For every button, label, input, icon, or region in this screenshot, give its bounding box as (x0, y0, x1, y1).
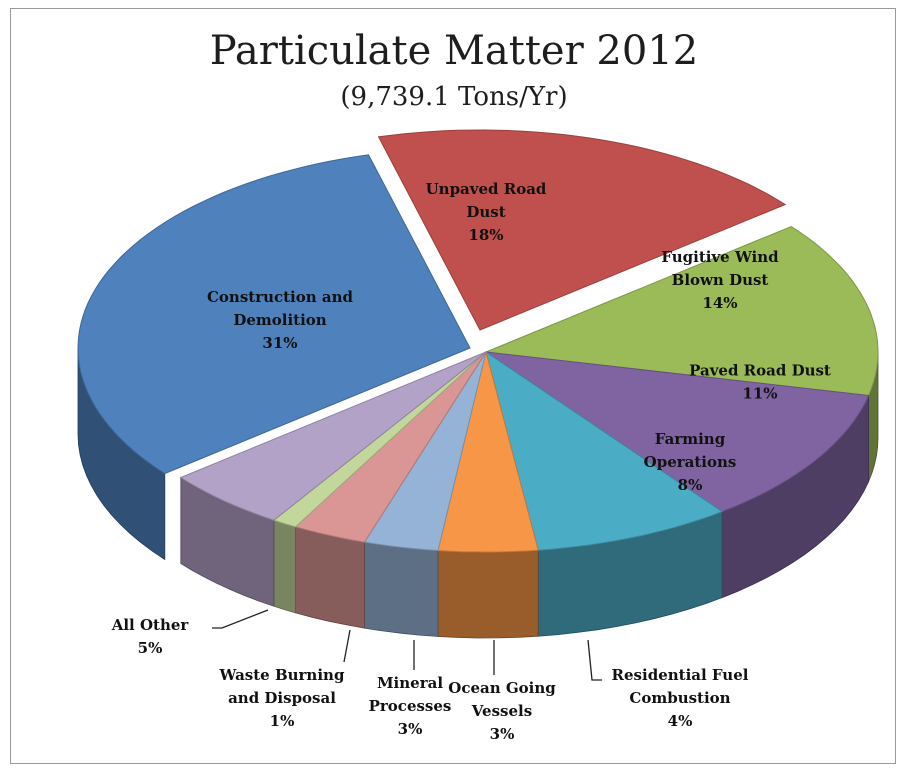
slice-label: Construction and Demolition 31% (207, 288, 354, 352)
pie-slice-side (437, 549, 539, 639)
slice-label: Paved Road Dust 11% (689, 362, 831, 403)
pie-slice (485, 351, 870, 513)
pie-slice-side (273, 519, 296, 614)
pie-slice (377, 129, 787, 331)
slice-label: Residential Fuel Combustion 4% (612, 666, 749, 730)
slice-label: All Other 5% (111, 616, 190, 657)
leader-line (587, 639, 602, 681)
pie-slice-side (295, 526, 365, 629)
pie-slice (179, 351, 487, 521)
pie-slice (485, 350, 724, 551)
slice-label: Ocean Going Vessels 3% (448, 679, 556, 743)
leader-line (212, 609, 269, 629)
slice-label: Waste Burning and Disposal 1% (219, 666, 345, 730)
pie-slice (294, 351, 487, 543)
slice-label: Unpaved Road Dust 18% (426, 180, 547, 244)
slice-label: Fugitive Wind Blown Dust 14% (661, 248, 779, 312)
chart-title: Particulate Matter 2012 (209, 28, 699, 74)
leader-line (343, 629, 351, 663)
slice-label: Farming Operations 8% (644, 430, 737, 494)
pie-slice (363, 351, 487, 552)
pie-slice-side (364, 541, 439, 637)
chart-subtitle: (9,739.1 Tons/Yr) (340, 82, 568, 112)
pie-slice (77, 154, 471, 475)
pie-slice (485, 225, 879, 397)
pie-slice (437, 351, 539, 553)
slice-label: Mineral Processes 3% (369, 674, 452, 738)
